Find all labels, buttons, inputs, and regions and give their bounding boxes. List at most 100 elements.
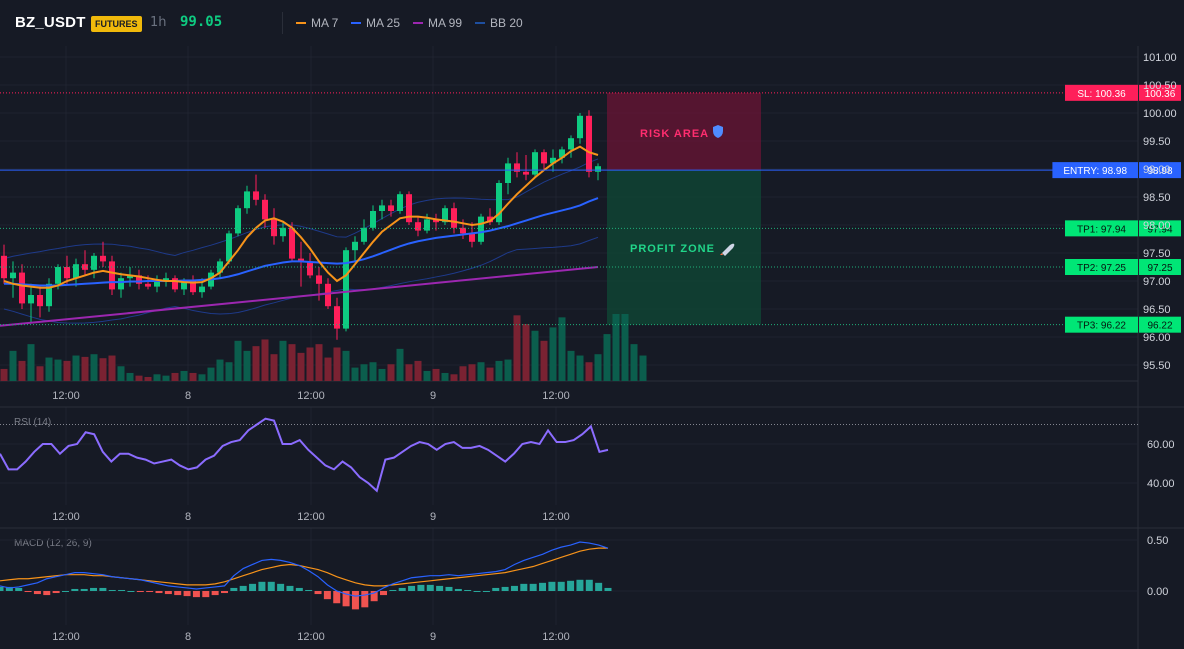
legend-ma25[interactable]: MA 25 bbox=[351, 16, 400, 30]
volume-bar bbox=[243, 350, 251, 381]
legend-ma7[interactable]: MA 7 bbox=[296, 16, 338, 30]
time-tick-label: 9 bbox=[430, 511, 436, 523]
candle-body bbox=[10, 272, 16, 279]
price-tick-label: 100.50 bbox=[1143, 80, 1177, 92]
axis-value-text: 100.36 bbox=[1145, 89, 1176, 100]
macd-histogram-bar bbox=[567, 580, 575, 591]
macd-histogram-bar bbox=[267, 581, 275, 591]
candle-body bbox=[289, 227, 295, 259]
price-axis[interactable]: 101.00100.50100.0099.5099.0098.5098.0097… bbox=[1143, 52, 1177, 372]
time-tick-label: 8 bbox=[185, 511, 191, 523]
symbol-name[interactable]: BZ_USDT bbox=[15, 14, 86, 31]
level-tag bbox=[1065, 259, 1138, 275]
candle-body bbox=[523, 171, 529, 175]
volume-bar bbox=[36, 366, 44, 381]
volume-bar bbox=[72, 355, 80, 381]
shield-icon bbox=[713, 125, 723, 138]
legend-label: MA 25 bbox=[366, 16, 401, 30]
macd-histogram-bar bbox=[43, 591, 51, 596]
volume-bar bbox=[45, 357, 53, 381]
candle-body bbox=[577, 115, 583, 139]
trade-zones: RISK AREA PROFIT ZONE bbox=[607, 92, 761, 325]
macd-histogram-bar bbox=[71, 588, 79, 591]
risk-area-label: RISK AREA bbox=[640, 128, 709, 140]
time-tick-label: 9 bbox=[430, 390, 436, 402]
macd-histogram-bar bbox=[0, 586, 4, 591]
legend-ma99[interactable]: MA 99 bbox=[413, 16, 462, 30]
volume-bar bbox=[297, 352, 305, 381]
price-tick-label: 96.50 bbox=[1143, 304, 1171, 316]
volume-bar bbox=[126, 372, 134, 381]
level-tag-text: TP1: 97.94 bbox=[1077, 224, 1126, 235]
volume-bar bbox=[504, 359, 512, 381]
candle-body bbox=[307, 261, 313, 276]
volume-bar bbox=[639, 355, 647, 381]
macd-histogram-bar bbox=[417, 584, 425, 591]
volume-bar bbox=[216, 359, 224, 381]
time-tick-label: 12:00 bbox=[297, 390, 325, 402]
volume-bar bbox=[549, 327, 557, 381]
macd-histogram-bar bbox=[155, 591, 163, 594]
macd-histogram-bar bbox=[445, 586, 453, 591]
volume-bar bbox=[63, 360, 71, 381]
time-tick-label: 12:00 bbox=[52, 390, 80, 402]
candle-body bbox=[514, 163, 520, 172]
ma7-line bbox=[3, 145, 599, 289]
volume-bar bbox=[18, 360, 26, 381]
volume-bar bbox=[522, 324, 530, 381]
legend-bb20[interactable]: BB 20 bbox=[475, 16, 523, 30]
macd-histogram-bar bbox=[239, 585, 247, 591]
profit-zone-label: PROFIT ZONE bbox=[630, 243, 715, 255]
macd-histogram-bar bbox=[61, 591, 69, 592]
macd-histogram-bar bbox=[482, 591, 490, 592]
candle-body bbox=[19, 272, 25, 304]
macd-histogram-bar bbox=[585, 579, 593, 591]
macd-histogram-bar bbox=[286, 585, 294, 591]
macd-histogram-bar bbox=[501, 586, 509, 591]
time-tick-label: 12:00 bbox=[542, 631, 570, 643]
volume-bar bbox=[144, 376, 152, 381]
macd-histogram-bar bbox=[380, 591, 388, 596]
volume-bar bbox=[603, 334, 611, 381]
macd-histogram-bar bbox=[370, 591, 378, 602]
volume-bar bbox=[585, 362, 593, 381]
macd-histogram-bar bbox=[539, 582, 547, 591]
candle-body bbox=[172, 278, 178, 290]
macd-histogram-bar bbox=[164, 591, 172, 595]
axis-value-tag bbox=[1139, 162, 1181, 179]
volume-bar bbox=[333, 347, 341, 381]
macd-histogram-bar bbox=[454, 588, 462, 591]
volume-bars bbox=[0, 314, 647, 381]
macd-signal-line bbox=[0, 547, 608, 587]
volume-bar bbox=[630, 344, 638, 381]
candle-body bbox=[541, 152, 547, 164]
macd-histogram-bar bbox=[202, 591, 210, 598]
macd-histogram-bar bbox=[548, 581, 556, 591]
volume-bar bbox=[486, 367, 494, 381]
candle-body bbox=[343, 250, 349, 329]
volume-bar bbox=[351, 367, 359, 381]
volume-bar bbox=[378, 368, 386, 381]
time-tick-label: 8 bbox=[185, 631, 191, 643]
candle-body bbox=[181, 281, 187, 290]
level-tag bbox=[1065, 84, 1138, 101]
candle-body bbox=[73, 264, 79, 279]
macd-histogram-bar bbox=[436, 585, 444, 591]
volume-bar bbox=[558, 317, 566, 381]
candle-body bbox=[226, 233, 232, 262]
macd-histogram-bar bbox=[295, 587, 303, 591]
legend-swatch bbox=[475, 22, 485, 24]
volume-bar bbox=[576, 355, 584, 381]
macd-histogram-bar bbox=[192, 591, 200, 598]
volume-bar bbox=[396, 348, 404, 381]
candle-body bbox=[460, 227, 466, 234]
volume-bar bbox=[414, 360, 422, 381]
timeframe-selector[interactable]: 1h bbox=[150, 15, 167, 30]
macd-histogram-bar bbox=[80, 588, 88, 591]
candle-body bbox=[100, 255, 106, 262]
macd-histogram-bar bbox=[211, 591, 219, 596]
macd-histogram-bar bbox=[576, 579, 584, 591]
divider bbox=[282, 12, 283, 34]
volume-bar bbox=[288, 344, 296, 381]
